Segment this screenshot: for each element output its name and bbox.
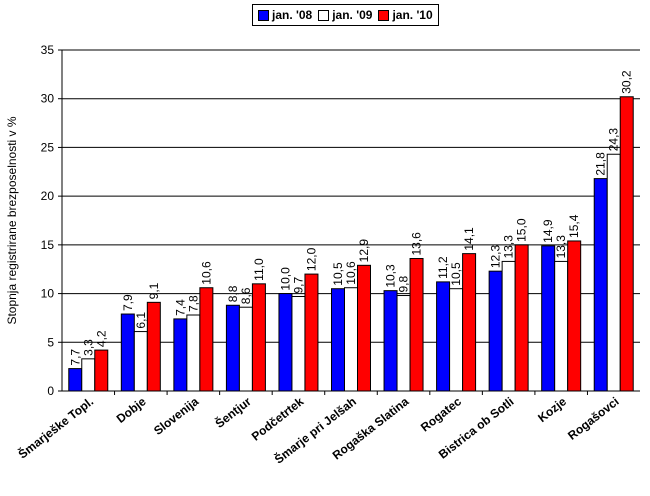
data-label: 14,1 [462, 227, 476, 251]
y-tick-label: 35 [41, 43, 55, 57]
bar [94, 349, 109, 392]
bar [462, 253, 477, 392]
category-label: Šmarješke Topl. [15, 394, 96, 462]
bar [304, 273, 319, 392]
bar [501, 260, 516, 392]
data-label: 6,1 [134, 312, 148, 329]
bar [514, 244, 529, 392]
bar [436, 281, 451, 392]
data-label: 11,2 [436, 256, 450, 279]
data-label: 8,8 [226, 285, 240, 302]
data-label: 10,0 [278, 267, 292, 291]
data-label: 10,3 [384, 264, 398, 288]
bar [68, 368, 83, 392]
data-label: 14,9 [541, 219, 555, 243]
data-label: 12,9 [357, 239, 371, 263]
y-tick-label: 20 [41, 189, 55, 203]
y-tick-label: 25 [41, 140, 55, 154]
bar [567, 240, 582, 392]
data-label: 10,5 [331, 262, 345, 286]
bar [344, 287, 358, 392]
y-tick-label: 15 [41, 238, 55, 252]
bar [238, 306, 253, 392]
data-label: 10,6 [344, 261, 358, 285]
data-label: 10,5 [449, 262, 463, 286]
data-label: 4,2 [94, 330, 108, 347]
data-label: 21,8 [594, 152, 608, 176]
y-tick-label: 10 [41, 287, 55, 301]
bar [186, 314, 201, 392]
bar [225, 304, 240, 392]
category-label: Rogatec [418, 394, 464, 434]
bar [251, 283, 266, 392]
data-label: 8,6 [239, 287, 253, 304]
bar [199, 287, 214, 392]
data-label: 12,3 [489, 244, 503, 268]
data-label: 9,7 [291, 276, 305, 293]
legend-swatch [258, 9, 269, 21]
data-label: 15,4 [567, 214, 581, 238]
legend-swatch [318, 9, 330, 21]
category-label: Kozje [535, 394, 569, 425]
bar [383, 290, 398, 392]
bar [409, 257, 424, 392]
category-label: Slovenija [151, 394, 201, 438]
bar [146, 301, 161, 392]
data-label: 12,0 [304, 247, 318, 271]
category-label: Rogašovci [565, 394, 621, 442]
data-label: 24,3 [607, 128, 621, 152]
data-label: 3,3 [81, 339, 95, 356]
data-label: 7,4 [173, 299, 187, 316]
legend-item: jan. '09 [318, 8, 372, 22]
y-tick-label: 0 [47, 384, 54, 398]
data-label: 7,7 [68, 349, 82, 366]
data-label: 7,8 [186, 295, 200, 312]
bar [120, 313, 135, 392]
category-label: Dobje [114, 394, 149, 426]
bar [331, 288, 345, 392]
legend-item: jan. '10 [378, 8, 433, 22]
data-label: 9,1 [147, 282, 161, 299]
data-label: 15,0 [515, 218, 529, 242]
bar [81, 358, 96, 392]
category-label: Šentjur [212, 393, 254, 430]
bar [541, 245, 556, 392]
bar [554, 260, 569, 392]
data-label: 13,6 [410, 232, 424, 256]
bar [488, 270, 503, 392]
bar [357, 264, 371, 392]
bar [396, 295, 411, 392]
data-label: 13,3 [502, 235, 516, 259]
bar [449, 288, 464, 392]
data-label: 10,6 [199, 261, 213, 285]
legend-label: jan. '10 [392, 8, 433, 22]
bar [619, 96, 634, 392]
legend-swatch [378, 9, 390, 21]
data-label: 13,3 [554, 235, 568, 259]
bar [606, 153, 621, 392]
legend-item: jan. '08 [258, 8, 312, 22]
legend-label: jan. '08 [272, 8, 313, 22]
bar [593, 178, 608, 392]
bar [133, 331, 148, 392]
y-axis-title: Stopnja registrirane brezposelnosti v % [5, 116, 19, 324]
bar [291, 295, 306, 392]
y-tick-label: 30 [41, 92, 55, 106]
data-label: 11,0 [252, 258, 266, 281]
data-label: 7,9 [121, 294, 135, 311]
data-label: 30,2 [620, 70, 634, 94]
bar [278, 293, 293, 392]
bar [173, 318, 188, 392]
data-label: 9,8 [397, 276, 411, 293]
y-tick-label: 5 [47, 335, 54, 349]
legend: jan. '08 jan. '09 jan. '10 [252, 4, 439, 26]
legend-label: jan. '09 [332, 8, 373, 22]
